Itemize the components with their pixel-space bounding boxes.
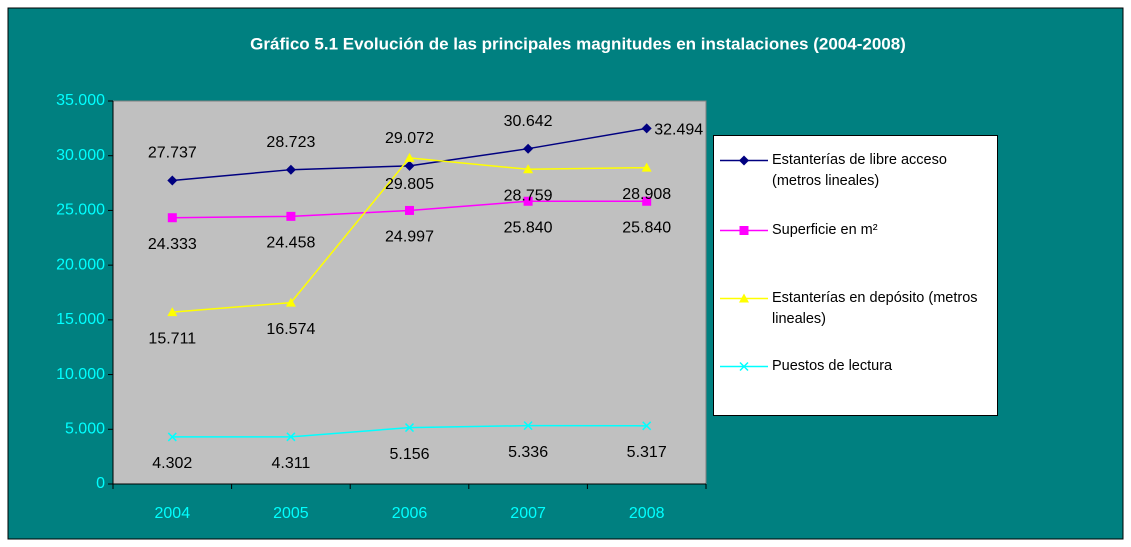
legend-label: Estanterías en depósito (metros lineales… — [772, 290, 978, 327]
data-point — [167, 307, 178, 317]
data-point — [404, 160, 415, 171]
y-tick-label: 5.000 — [65, 421, 105, 438]
data-point — [642, 421, 652, 431]
y-tick-label: 35.000 — [56, 92, 105, 109]
legend-label: Puestos de lectura — [772, 358, 893, 374]
data-point — [641, 162, 652, 172]
data-point — [523, 143, 534, 154]
legend-label: Estanterías de libre acceso (metros line… — [772, 152, 947, 189]
legend-marker — [739, 361, 749, 372]
y-tick-label: 30.000 — [56, 147, 105, 164]
data-label: 29.805 — [385, 176, 434, 193]
data-point — [404, 152, 415, 162]
y-tick-label: 0 — [96, 475, 105, 492]
data-label: 4.302 — [152, 455, 192, 472]
data-label: 24.458 — [266, 235, 315, 252]
legend-swatch — [720, 155, 768, 166]
data-label: 25.840 — [622, 219, 671, 236]
data-point — [285, 164, 296, 175]
data-point — [523, 196, 533, 206]
data-point — [405, 205, 414, 215]
data-point — [285, 297, 296, 307]
y-tick-label: 20.000 — [56, 256, 105, 273]
x-tick-label: 2007 — [510, 505, 546, 522]
data-point — [642, 196, 652, 206]
data-point — [641, 123, 652, 134]
data-point — [523, 164, 534, 174]
data-label: 27.737 — [148, 145, 197, 162]
legend-marker — [739, 155, 749, 166]
data-label: 30.642 — [504, 113, 553, 130]
x-tick-label: 2008 — [629, 505, 665, 522]
data-label: 5.317 — [627, 444, 667, 461]
data-point — [167, 213, 177, 223]
data-point — [167, 432, 177, 442]
data-point — [286, 432, 296, 442]
legend: Estanterías de libre acceso (metros line… — [713, 135, 998, 416]
data-label: 24.333 — [148, 236, 197, 253]
data-label: 5.336 — [508, 444, 548, 461]
data-label: 28.908 — [622, 186, 671, 203]
chart-title: Gráfico 5.1 Evolución de las principales… — [250, 34, 906, 53]
data-label: 16.574 — [266, 321, 315, 338]
data-label: 15.711 — [148, 330, 196, 347]
data-label: 25.840 — [504, 219, 553, 236]
y-tick-label: 15.000 — [56, 311, 105, 328]
data-point — [286, 211, 296, 221]
legend-marker — [739, 226, 749, 235]
legend-label: Superficie en m² — [772, 222, 878, 238]
data-label: 5.156 — [389, 446, 429, 463]
legend-swatch — [720, 293, 768, 303]
data-point — [523, 421, 533, 431]
x-tick-label: 2004 — [155, 505, 191, 522]
data-label: 28.759 — [504, 188, 553, 205]
x-tick-label: 2005 — [273, 505, 309, 522]
data-label: 29.072 — [385, 130, 434, 147]
data-label: 24.997 — [385, 229, 434, 246]
data-label: 4.311 — [271, 455, 310, 472]
data-point — [167, 175, 178, 186]
legend-swatch — [720, 226, 768, 235]
y-tick-label: 25.000 — [56, 202, 105, 219]
legend-swatch — [720, 361, 768, 372]
data-point — [404, 423, 415, 433]
y-tick-label: 10.000 — [56, 366, 105, 383]
data-label: 28.723 — [266, 134, 315, 151]
x-tick-label: 2006 — [392, 505, 428, 522]
legend-marker — [739, 293, 749, 303]
data-label: 32.494 — [654, 122, 703, 139]
